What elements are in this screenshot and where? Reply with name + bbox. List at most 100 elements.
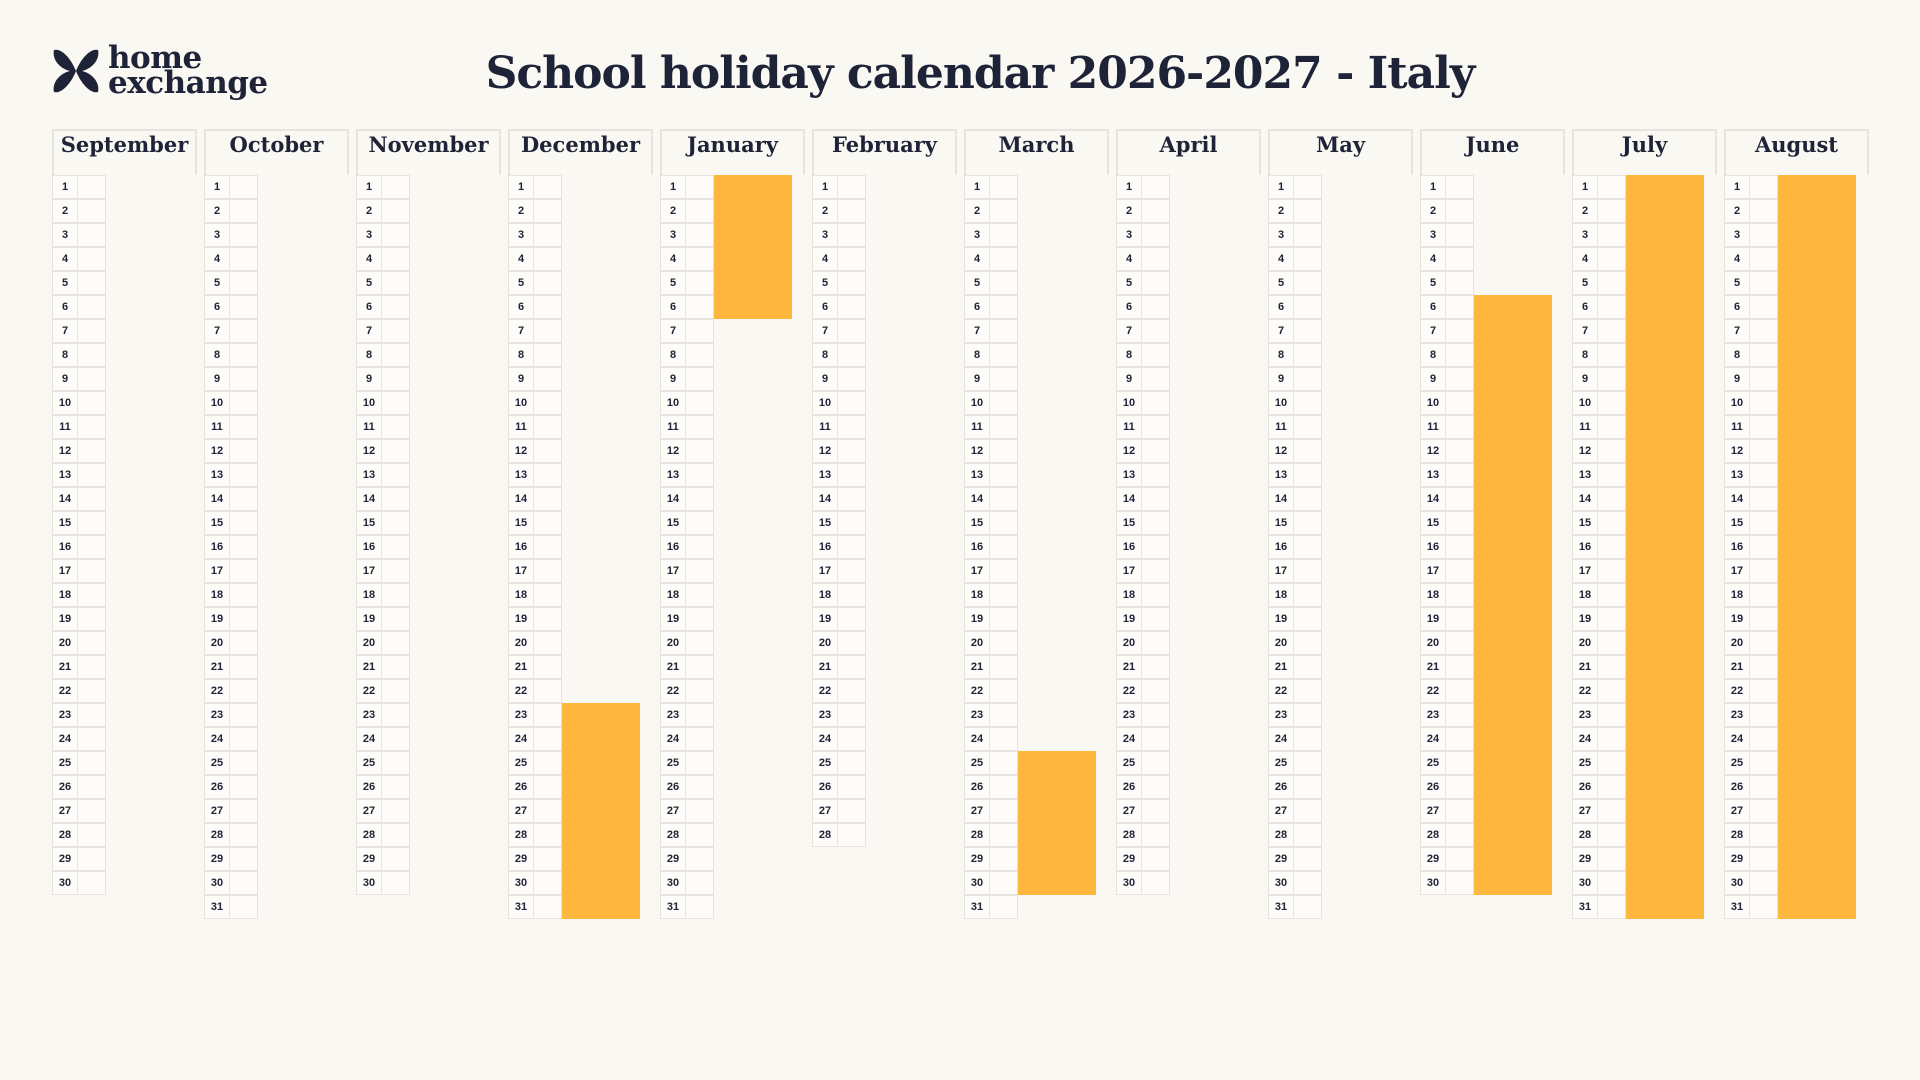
day-row: 13 [204,463,258,487]
day-number: 19 [509,608,534,630]
day-number: 9 [813,368,838,390]
day-number: 1 [661,176,686,198]
day-number: 21 [1725,656,1750,678]
day-row: 28 [1268,823,1322,847]
day-number: 17 [1725,560,1750,582]
day-row: 23 [1268,703,1322,727]
day-row: 19 [1420,607,1474,631]
day-number: 17 [661,560,686,582]
day-row: 20 [1572,631,1626,655]
day-row: 8 [1724,343,1778,367]
day-number: 5 [1421,272,1446,294]
day-row: 12 [660,439,714,463]
day-number: 21 [205,656,230,678]
day-row: 17 [1116,559,1170,583]
day-number: 3 [813,224,838,246]
day-number: 19 [1725,608,1750,630]
day-row: 11 [1268,415,1322,439]
day-row: 12 [1420,439,1474,463]
day-number: 4 [1269,248,1294,270]
day-row: 24 [812,727,866,751]
day-row: 10 [508,391,562,415]
day-number: 26 [1725,776,1750,798]
day-row: 7 [1116,319,1170,343]
holiday-period-bar [562,703,640,919]
day-row: 2 [204,199,258,223]
day-row: 23 [964,703,1018,727]
day-row: 11 [812,415,866,439]
day-row: 31 [204,895,258,919]
day-number: 26 [965,776,990,798]
day-number: 18 [965,584,990,606]
month-column-july: July 1 2 3 4 5 6 7 8 9 10 11 12 13 14 15 16 17 18 19 20 21 22 2… [1572,129,1717,919]
day-row: 6 [1116,295,1170,319]
holiday-period-bar [1474,295,1552,895]
day-number: 25 [661,752,686,774]
day-number: 12 [1117,440,1142,462]
day-row: 17 [1572,559,1626,583]
day-row: 7 [660,319,714,343]
day-row: 12 [1268,439,1322,463]
day-row: 17 [1420,559,1474,583]
day-row: 27 [1724,799,1778,823]
day-number: 28 [357,824,382,846]
day-number: 24 [661,728,686,750]
day-number: 6 [1421,296,1446,318]
month-column-october: October 1 2 3 4 5 6 7 8 9 10 11 12 13 14 15 16 17 18 19 20 21… [204,129,349,919]
day-row: 22 [1572,679,1626,703]
day-row: 4 [1116,247,1170,271]
day-row: 11 [1724,415,1778,439]
day-row: 8 [204,343,258,367]
day-row: 22 [660,679,714,703]
day-row: 27 [1572,799,1626,823]
month-header: February [812,129,957,175]
day-number: 1 [813,176,838,198]
day-number: 22 [965,680,990,702]
day-row: 2 [52,199,106,223]
day-row: 3 [1268,223,1322,247]
day-row: 2 [1268,199,1322,223]
day-number: 27 [965,800,990,822]
day-number: 11 [1725,416,1750,438]
day-row: 15 [1724,511,1778,535]
day-number: 1 [357,176,382,198]
day-number: 14 [1117,488,1142,510]
month-column-september: September 1 2 3 4 5 6 7 8 9 10 11 12 13 14 15 16 17 18 19 20… [52,129,197,895]
day-row: 7 [204,319,258,343]
day-row: 13 [52,463,106,487]
day-row: 15 [356,511,410,535]
day-number: 22 [1421,680,1446,702]
day-row: 10 [1268,391,1322,415]
day-number: 31 [1725,896,1750,918]
holiday-period-bar [1018,751,1096,895]
day-number: 14 [509,488,534,510]
day-number: 8 [357,344,382,366]
day-number: 15 [205,512,230,534]
day-number: 15 [813,512,838,534]
day-number: 27 [1421,800,1446,822]
day-row: 2 [508,199,562,223]
day-number: 11 [53,416,78,438]
day-row: 2 [1572,199,1626,223]
day-number: 15 [509,512,534,534]
day-number: 7 [813,320,838,342]
day-row: 25 [660,751,714,775]
day-number: 14 [205,488,230,510]
day-number: 15 [661,512,686,534]
day-row: 9 [1572,367,1626,391]
day-row: 14 [52,487,106,511]
day-row: 20 [1724,631,1778,655]
day-row: 10 [660,391,714,415]
day-row: 3 [52,223,106,247]
day-number: 19 [965,608,990,630]
day-row: 7 [508,319,562,343]
day-number: 7 [509,320,534,342]
day-number: 13 [205,464,230,486]
day-row: 19 [1116,607,1170,631]
day-number: 22 [813,680,838,702]
day-row: 6 [1268,295,1322,319]
day-number: 23 [1573,704,1598,726]
day-number: 26 [205,776,230,798]
day-number: 23 [357,704,382,726]
day-number: 22 [1725,680,1750,702]
